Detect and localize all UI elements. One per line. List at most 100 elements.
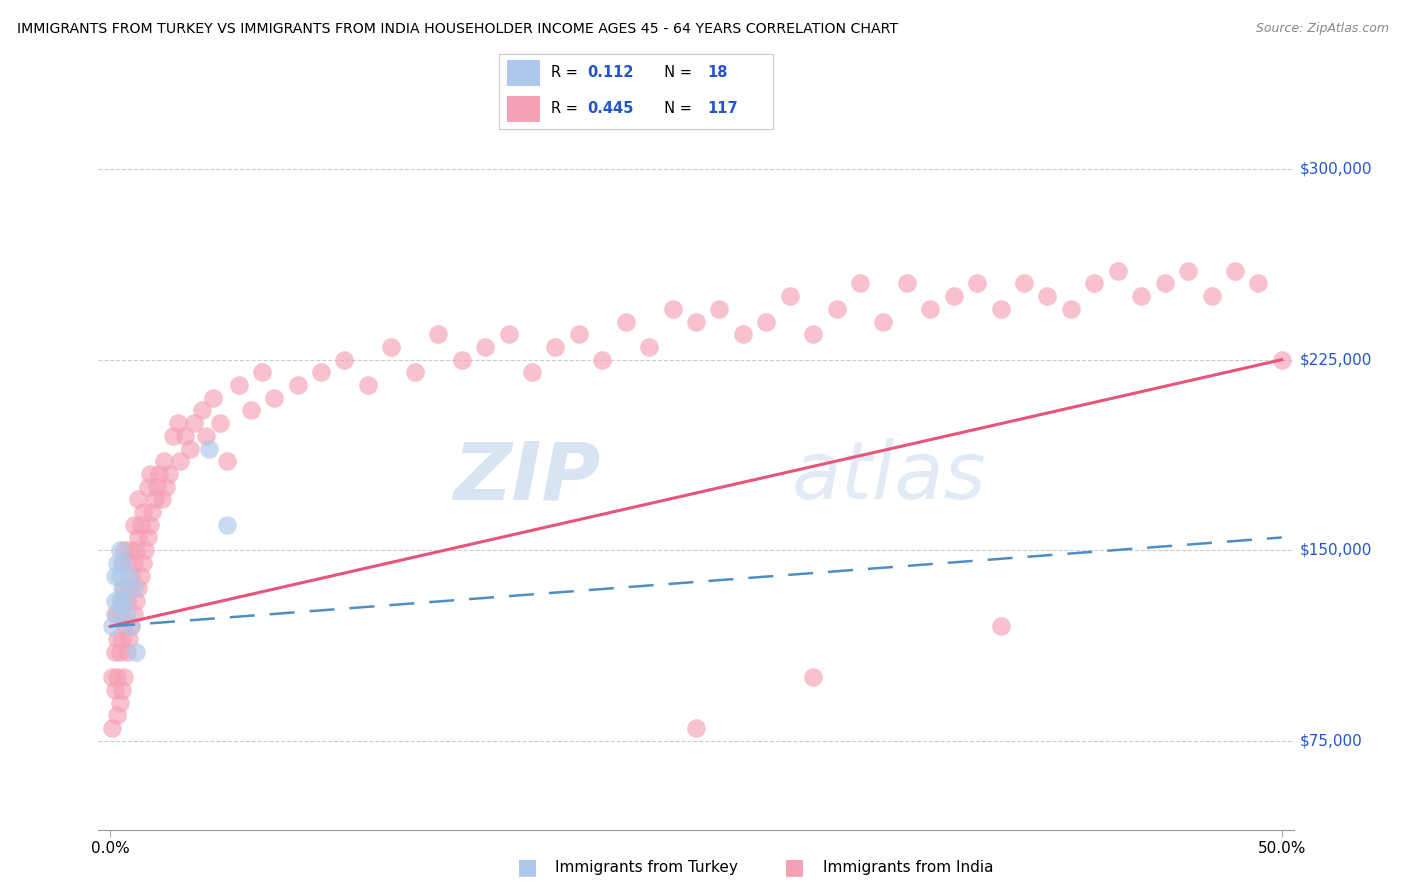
Text: atlas: atlas xyxy=(792,438,987,516)
Point xyxy=(155,480,177,494)
Point xyxy=(1060,301,1083,316)
Point xyxy=(1083,277,1105,291)
Point xyxy=(118,581,141,595)
Point xyxy=(183,416,205,430)
Text: N =: N = xyxy=(655,65,697,80)
Point xyxy=(153,454,176,468)
Point xyxy=(101,670,124,684)
Point xyxy=(179,442,201,456)
Point xyxy=(148,467,170,481)
Point xyxy=(1201,289,1223,303)
Point xyxy=(896,277,918,291)
Point xyxy=(450,352,472,367)
Point xyxy=(127,581,149,595)
Point xyxy=(357,378,380,392)
Point xyxy=(108,594,131,608)
Point xyxy=(108,568,131,582)
Point xyxy=(132,505,155,519)
Point xyxy=(129,568,152,582)
Text: ZIP: ZIP xyxy=(453,438,600,516)
Point xyxy=(638,340,661,354)
Point xyxy=(127,531,149,545)
Point xyxy=(115,556,138,570)
Point xyxy=(1223,264,1246,278)
Point xyxy=(1012,277,1035,291)
Point xyxy=(146,480,169,494)
Point xyxy=(105,670,128,684)
Text: R =: R = xyxy=(551,101,588,116)
Bar xyxy=(508,96,540,122)
Point xyxy=(801,327,824,342)
Text: R =: R = xyxy=(551,65,588,80)
Text: N =: N = xyxy=(655,101,697,116)
Text: ■: ■ xyxy=(785,857,804,877)
Point xyxy=(105,632,128,646)
Point xyxy=(239,403,262,417)
Point xyxy=(709,301,731,316)
Point xyxy=(167,416,190,430)
Point xyxy=(685,721,707,735)
Point xyxy=(520,365,543,379)
Point xyxy=(174,429,197,443)
Point xyxy=(252,365,274,379)
Point xyxy=(661,301,683,316)
Point xyxy=(108,645,131,659)
Text: $75,000: $75,000 xyxy=(1299,733,1362,748)
Point xyxy=(195,429,218,443)
Point xyxy=(115,594,138,608)
Text: IMMIGRANTS FROM TURKEY VS IMMIGRANTS FROM INDIA HOUSEHOLDER INCOME AGES 45 - 64 : IMMIGRANTS FROM TURKEY VS IMMIGRANTS FRO… xyxy=(17,22,898,37)
Point xyxy=(111,594,134,608)
Point xyxy=(136,480,159,494)
Point xyxy=(162,429,184,443)
Point xyxy=(108,696,131,710)
Point xyxy=(112,619,135,633)
Point xyxy=(104,682,127,697)
Point xyxy=(474,340,496,354)
Point xyxy=(920,301,942,316)
Text: Immigrants from Turkey: Immigrants from Turkey xyxy=(555,860,738,874)
Point xyxy=(1177,264,1199,278)
Point xyxy=(169,454,191,468)
Point xyxy=(112,670,135,684)
Point xyxy=(568,327,591,342)
Point xyxy=(112,581,135,595)
Point xyxy=(122,556,145,570)
Point xyxy=(104,594,127,608)
Text: $150,000: $150,000 xyxy=(1299,542,1372,558)
Point xyxy=(143,492,166,507)
Point xyxy=(190,403,212,417)
Point xyxy=(209,416,232,430)
Point xyxy=(111,556,134,570)
Point xyxy=(380,340,402,354)
Point xyxy=(134,543,156,558)
Text: 117: 117 xyxy=(707,101,738,116)
Point xyxy=(755,315,778,329)
Point xyxy=(287,378,309,392)
Point xyxy=(263,391,285,405)
Point xyxy=(849,277,872,291)
Point xyxy=(125,594,148,608)
Point xyxy=(112,594,135,608)
Point xyxy=(614,315,637,329)
Text: $225,000: $225,000 xyxy=(1299,352,1372,368)
Point xyxy=(779,289,801,303)
Point xyxy=(990,619,1012,633)
Point xyxy=(115,607,138,621)
Point xyxy=(105,556,128,570)
Point xyxy=(157,467,180,481)
Point xyxy=(111,632,134,646)
Point xyxy=(111,682,134,697)
Point xyxy=(872,315,894,329)
Text: 0.445: 0.445 xyxy=(586,101,633,116)
Point xyxy=(111,581,134,595)
Point xyxy=(825,301,848,316)
Text: Source: ZipAtlas.com: Source: ZipAtlas.com xyxy=(1256,22,1389,36)
Point xyxy=(115,645,138,659)
Point xyxy=(105,708,128,723)
Point xyxy=(966,277,988,291)
Point xyxy=(120,619,142,633)
Point xyxy=(1247,277,1270,291)
Point xyxy=(731,327,754,342)
Point xyxy=(122,607,145,621)
Point xyxy=(404,365,426,379)
